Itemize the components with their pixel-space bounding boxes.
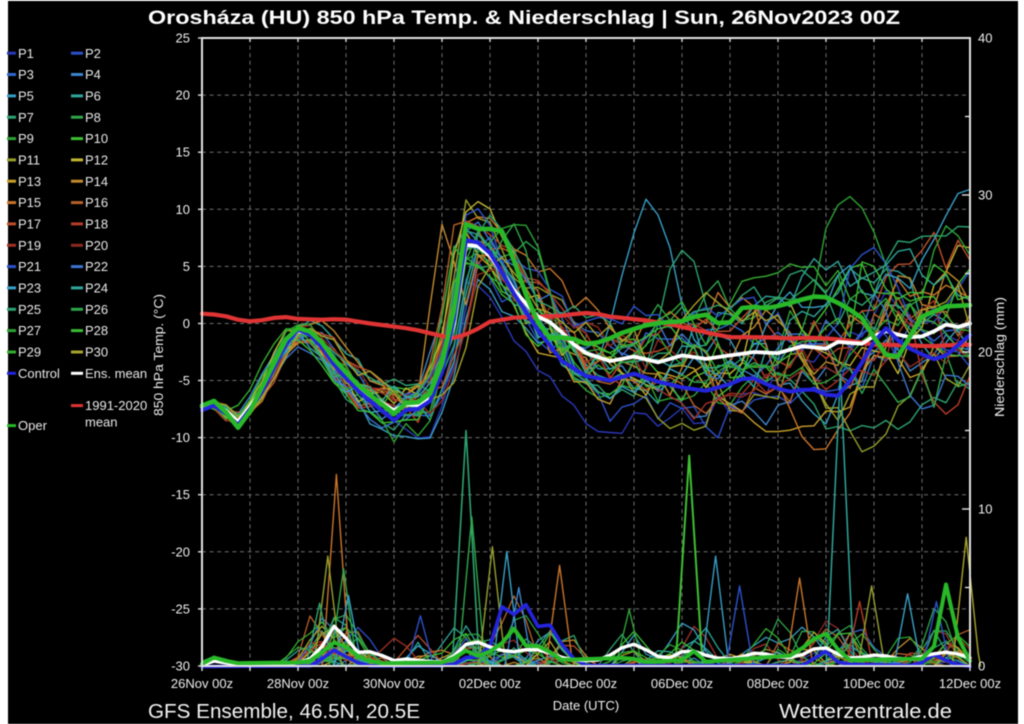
svg-text:-20: -20	[171, 544, 190, 559]
svg-text:850 hPa Temp. (°C): 850 hPa Temp. (°C)	[151, 294, 166, 416]
svg-text:P17: P17	[18, 217, 41, 232]
svg-text:P15: P15	[18, 195, 41, 210]
svg-text:0: 0	[183, 316, 190, 331]
svg-text:Oper: Oper	[18, 418, 48, 433]
svg-text:P27: P27	[18, 323, 41, 338]
svg-text:1991-2020: 1991-2020	[85, 398, 147, 413]
svg-text:P20: P20	[85, 238, 108, 253]
svg-text:P30: P30	[85, 345, 108, 360]
svg-text:10: 10	[176, 202, 190, 217]
svg-text:30: 30	[978, 188, 992, 203]
svg-text:P3: P3	[18, 67, 34, 82]
svg-text:Niederschlag (mm): Niederschlag (mm)	[992, 297, 1007, 417]
svg-text:P21: P21	[18, 259, 41, 274]
svg-text:12Dec 00z: 12Dec 00z	[939, 676, 1001, 691]
svg-text:P24: P24	[85, 281, 108, 296]
svg-text:P28: P28	[85, 323, 108, 338]
svg-text:P25: P25	[18, 302, 41, 317]
svg-text:P29: P29	[18, 345, 41, 360]
svg-text:P7: P7	[18, 110, 34, 125]
svg-text:P23: P23	[18, 281, 41, 296]
svg-text:Wetterzentrale.de: Wetterzentrale.de	[779, 701, 952, 723]
svg-text:P6: P6	[85, 89, 101, 104]
svg-text:26Nov 00z: 26Nov 00z	[171, 676, 233, 691]
svg-text:0: 0	[978, 659, 985, 674]
svg-text:04Dec 00z: 04Dec 00z	[555, 676, 617, 691]
svg-text:mean: mean	[85, 414, 118, 429]
svg-text:02Dec 00z: 02Dec 00z	[459, 676, 521, 691]
svg-text:GFS Ensemble, 46.5N, 20.5E: GFS Ensemble, 46.5N, 20.5E	[148, 701, 420, 723]
svg-text:P18: P18	[85, 217, 108, 232]
svg-text:28Nov 00z: 28Nov 00z	[267, 676, 329, 691]
svg-text:P1: P1	[18, 46, 34, 61]
svg-text:P4: P4	[85, 67, 101, 82]
svg-text:-25: -25	[171, 601, 190, 616]
svg-text:20: 20	[176, 88, 190, 103]
svg-text:Ens. mean: Ens. mean	[85, 366, 147, 381]
svg-text:-5: -5	[178, 373, 190, 388]
svg-text:25: 25	[176, 31, 190, 46]
svg-text:10Dec 00z: 10Dec 00z	[843, 676, 905, 691]
svg-text:15: 15	[176, 145, 190, 160]
svg-text:-30: -30	[171, 659, 190, 674]
svg-text:P13: P13	[18, 174, 41, 189]
svg-text:-10: -10	[171, 430, 190, 445]
svg-text:P9: P9	[18, 131, 34, 146]
svg-text:P5: P5	[18, 89, 34, 104]
svg-text:08Dec 00z: 08Dec 00z	[747, 676, 809, 691]
svg-text:Date (UTC): Date (UTC)	[553, 698, 619, 713]
svg-text:P8: P8	[85, 110, 101, 125]
svg-text:5: 5	[183, 259, 190, 274]
svg-text:40: 40	[978, 31, 992, 46]
svg-text:P10: P10	[85, 131, 108, 146]
svg-text:P2: P2	[85, 46, 101, 61]
svg-text:20: 20	[978, 345, 992, 360]
svg-text:P11: P11	[18, 153, 40, 168]
svg-text:06Dec 00z: 06Dec 00z	[651, 676, 713, 691]
svg-text:Orosháza (HU) 850 hPa Temp.: Orosháza (HU) 850 hPa Temp. & Niederschl…	[148, 7, 900, 29]
svg-text:30Nov 00z: 30Nov 00z	[363, 676, 425, 691]
svg-text:P12: P12	[85, 153, 108, 168]
svg-text:P26: P26	[85, 302, 108, 317]
svg-text:P22: P22	[85, 259, 108, 274]
svg-text:10: 10	[978, 502, 992, 517]
svg-text:P14: P14	[85, 174, 108, 189]
svg-text:P16: P16	[85, 195, 108, 210]
svg-text:-15: -15	[171, 487, 190, 502]
svg-text:P19: P19	[18, 238, 41, 253]
svg-text:Control: Control	[18, 366, 60, 381]
